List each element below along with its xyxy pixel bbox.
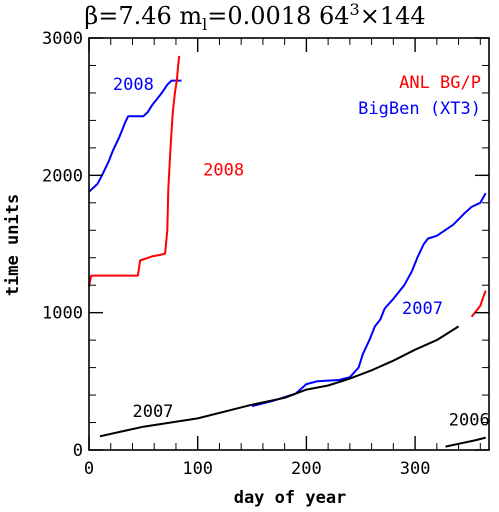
- plot-frame: [88, 37, 490, 451]
- title-mass-value: =0.0018 64: [207, 2, 349, 30]
- legend-entry: ANL BG/P: [399, 73, 481, 93]
- chart-title: β=7.46 ml=0.0018 643×144: [84, 0, 425, 34]
- plot-series: [88, 55, 487, 448]
- legend: ANL BG/P BigBen (XT3): [358, 73, 481, 119]
- x-tick-label: 100: [182, 459, 213, 479]
- title-lattice-value: ×144: [360, 2, 426, 30]
- annotations: 2008 2008 2007 2007 2006: [113, 75, 490, 430]
- x-tick-label: 300: [400, 459, 431, 479]
- y-tick-label: 0: [73, 441, 83, 461]
- series-line-2: [251, 192, 487, 408]
- title-beta-value: =7.46 m: [98, 2, 202, 30]
- y-axis-label: time units: [3, 194, 23, 296]
- series-year-label: 2006: [449, 410, 490, 430]
- y-tick-label: 3000: [42, 29, 83, 49]
- series-year-label: 2008: [113, 75, 154, 95]
- y-tick-label: 2000: [42, 166, 83, 186]
- series-year-label: 2007: [402, 299, 443, 319]
- series-line-4: [445, 436, 486, 448]
- series-line-0: [88, 79, 182, 193]
- title-mass-subscript: l: [202, 15, 207, 34]
- series-line-5: [470, 290, 487, 318]
- x-tick-label: 200: [291, 459, 322, 479]
- series-year-label: 2007: [132, 402, 173, 422]
- series-line-3: [99, 325, 460, 438]
- x-axis-label: day of year: [234, 488, 347, 508]
- series-line-1: [88, 55, 181, 287]
- legend-entry: BigBen (XT3): [358, 99, 481, 119]
- x-tick-label: 0: [84, 459, 94, 479]
- y-tick-label: 1000: [42, 304, 83, 324]
- svg-text:β=7.46 ml=0.0018 643×144: β=7.46 ml=0.0018 643×144: [84, 0, 425, 34]
- title-beta: β: [84, 2, 98, 30]
- title-lattice-superscript: 3: [350, 0, 360, 19]
- series-year-label: 2008: [203, 160, 244, 180]
